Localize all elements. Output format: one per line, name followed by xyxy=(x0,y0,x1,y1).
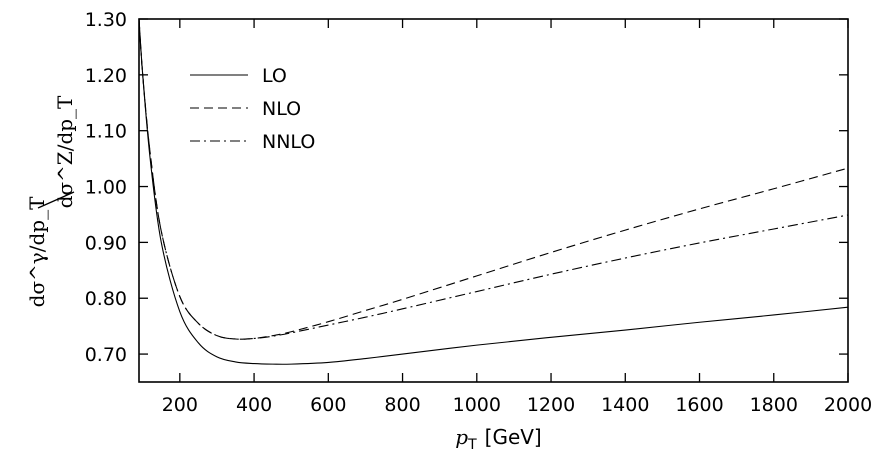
plot-frame xyxy=(138,18,849,383)
legend-label-nlo: NLO xyxy=(262,98,301,120)
x-axis-symbol: p xyxy=(455,425,468,449)
x-tick-label: 1400 xyxy=(601,394,649,416)
y-axis-numerator: dσ^γ/dp_T xyxy=(25,196,49,308)
x-tick-label: 800 xyxy=(384,394,420,416)
x-tick-label: 400 xyxy=(236,394,272,416)
y-tick-label: 1.00 xyxy=(85,177,127,199)
series-nnlo-line xyxy=(138,18,849,340)
y-tick-label: 1.10 xyxy=(85,121,127,143)
y-axis-title: dσ^γ/dp_T dσ^Z/dp_T xyxy=(25,95,77,307)
y-axis-fraction-slash xyxy=(37,191,75,209)
series-lines xyxy=(138,18,849,365)
x-tick-label: 600 xyxy=(310,394,346,416)
legend: LO NLO NNLO xyxy=(190,65,315,153)
x-tick-labels: 200 400 600 800 1000 1200 1400 1600 1800 2000 xyxy=(162,394,872,416)
x-axis-subscript: T xyxy=(467,437,477,450)
series-nlo-line xyxy=(138,18,849,340)
y-tick-label: 0.70 xyxy=(85,344,127,366)
y-tick-label: 1.20 xyxy=(85,65,127,87)
y-tick-label: 0.90 xyxy=(85,232,127,254)
x-tick-label: 1800 xyxy=(750,394,798,416)
x-axis-unit: [GeV] xyxy=(485,425,542,449)
legend-label-lo: LO xyxy=(262,65,287,87)
x-tick-label: 1600 xyxy=(675,394,723,416)
x-tick-label: 1200 xyxy=(527,394,575,416)
x-tick-label: 2000 xyxy=(824,394,872,416)
x-axis-title: pT [GeV] xyxy=(455,425,541,450)
y-tick-labels: 0.70 0.80 0.90 1.00 1.10 1.20 1.30 xyxy=(85,9,127,366)
legend-label-nnlo: NNLO xyxy=(262,131,315,153)
y-tick-label: 1.30 xyxy=(85,9,127,31)
series-lo-line xyxy=(138,18,849,365)
tick-marks xyxy=(139,18,849,382)
x-tick-label: 1000 xyxy=(453,394,501,416)
y-axis-denominator: dσ^Z/dp_T xyxy=(53,95,77,208)
y-tick-label: 0.80 xyxy=(85,288,127,310)
x-tick-label: 200 xyxy=(162,394,198,416)
